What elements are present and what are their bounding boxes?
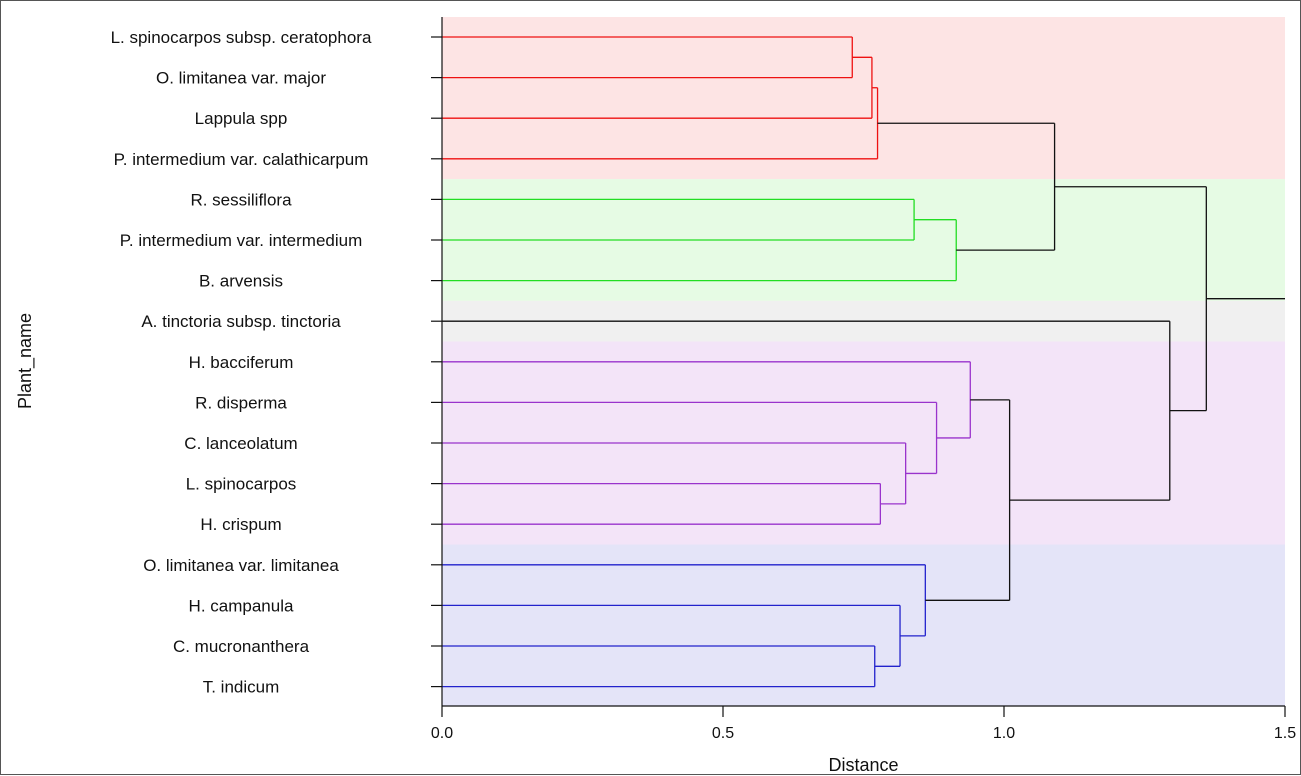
leaf-label: C. lanceolatum [184, 434, 297, 453]
cluster-band-5 [442, 544, 1285, 706]
x-tick-label: 1.5 [1274, 725, 1296, 742]
leaf-label: H. campanula [189, 596, 294, 615]
leaf-label: O. limitanea var. major [156, 69, 326, 88]
leaf-label: B. arvensis [199, 272, 283, 291]
leaf-label: T. indicum [203, 678, 280, 697]
x-tick-label: 0.0 [431, 725, 453, 742]
leaf-labels: L. spinocarpos subsp. ceratophora O. limi… [111, 28, 372, 697]
leaf-label: Lappula spp [195, 109, 288, 128]
cluster-bands [442, 17, 1285, 706]
ticks: 0.0 0.5 1.0 1.5 [431, 36, 1296, 742]
y-axis-label: Plant_name [15, 313, 36, 409]
leaf-label: O. limitanea var. limitanea [143, 556, 339, 575]
x-tick-label: 1.0 [993, 725, 1015, 742]
leaf-label: P. intermedium var. intermedium [120, 231, 363, 250]
x-tick-label: 0.5 [712, 725, 734, 742]
leaf-label: A. tinctoria subsp. tinctoria [141, 312, 341, 331]
x-axis-label: Distance [828, 755, 898, 775]
leaf-label: R. disperma [195, 393, 287, 412]
leaf-label: P. intermedium var. calathicarpum [114, 150, 369, 169]
leaf-label: R. sessiliflora [190, 190, 292, 209]
leaf-label: L. spinocarpos subsp. ceratophora [111, 28, 372, 47]
leaf-label: H. bacciferum [189, 353, 294, 372]
cluster-band-1 [442, 17, 1285, 180]
dendrogram-links [442, 36, 1285, 688]
leaf-label: C. mucronanthera [173, 637, 310, 656]
leaf-label: H. crispum [200, 515, 281, 534]
leaf-label: L. spinocarpos [186, 475, 297, 494]
